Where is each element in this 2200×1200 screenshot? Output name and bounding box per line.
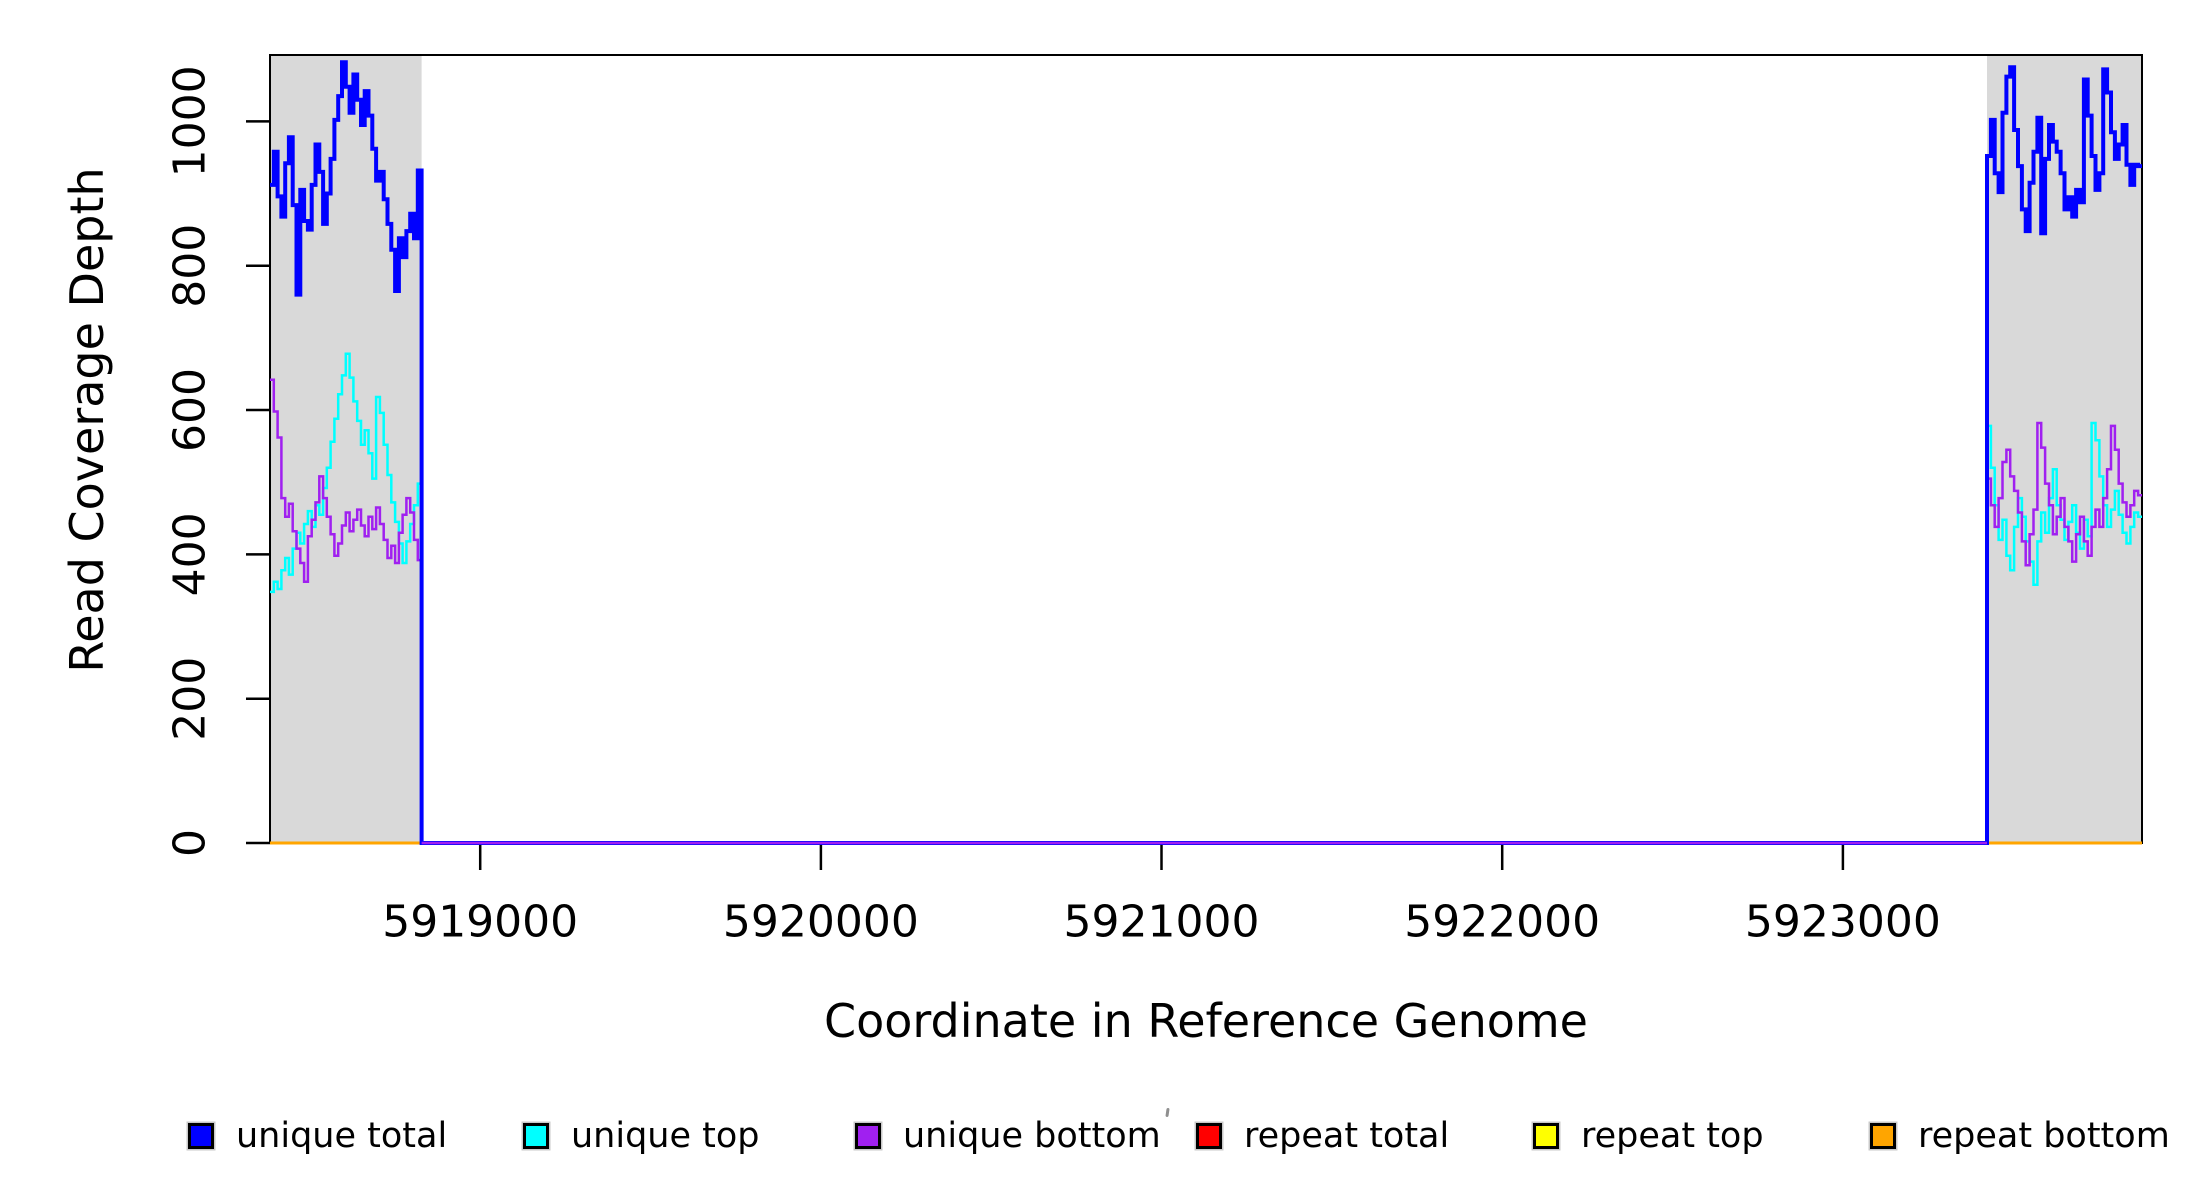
series-unique-top [270, 352, 2142, 845]
plot-border [269, 54, 2143, 844]
shaded-region [270, 55, 422, 843]
y-tick-label: 800 [165, 224, 216, 308]
x-tick-label: 5923000 [1745, 897, 1941, 948]
series-unique-bottom [270, 378, 2142, 845]
x-tick-label: 5919000 [382, 897, 578, 948]
series-unique-total [270, 60, 2142, 845]
y-tick-label: 200 [165, 657, 216, 741]
x-tick-label: 5922000 [1404, 897, 1600, 948]
y-tick-label: 400 [165, 512, 216, 596]
y-tick-label: 0 [165, 829, 216, 857]
y-axis-title: Read Coverage Depth [60, 167, 114, 673]
y-tick-label: 600 [165, 368, 216, 452]
x-tick-label: 5921000 [1064, 897, 1260, 948]
x-tick-label: 5920000 [723, 897, 919, 948]
y-tick-label: 1000 [165, 65, 216, 177]
x-axis-title: Coordinate in Reference Genome [824, 994, 1588, 1048]
